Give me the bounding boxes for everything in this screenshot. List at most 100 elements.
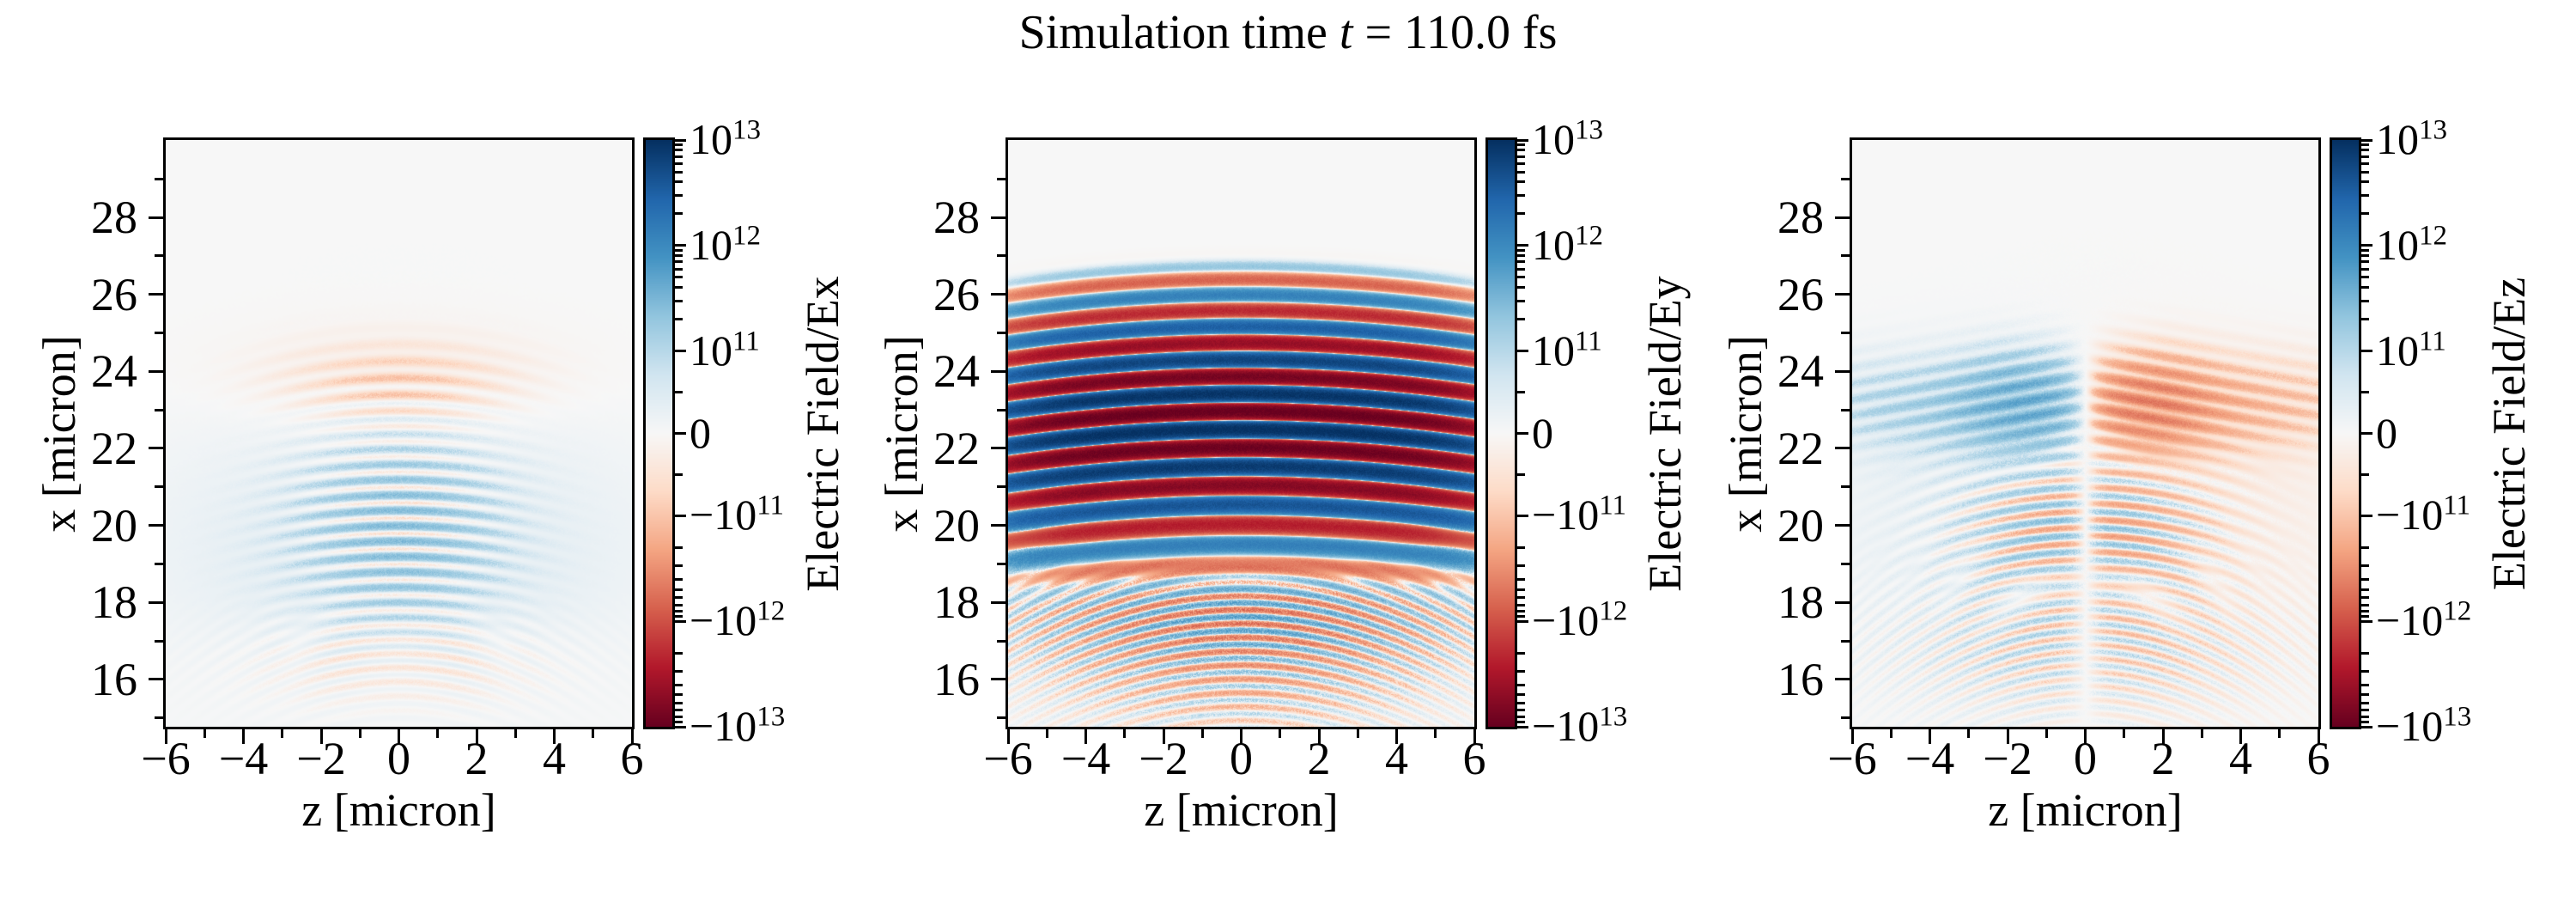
colorbar-label-ey: Electric Field/Ey: [1639, 275, 1691, 592]
x-minor-tick: [513, 729, 517, 738]
colorbar-major-tick: [1517, 619, 1528, 623]
y-minor-tick: [155, 254, 163, 258]
y-minor-tick: [1841, 716, 1850, 720]
y-major-tick: [149, 524, 163, 527]
x-tick-label: 2: [2151, 733, 2175, 784]
colorbar-minor-tick: [675, 180, 683, 184]
x-tick-label: 0: [387, 733, 410, 784]
x-axis-label-ex: z [micron]: [301, 784, 496, 836]
colorbar-minor-tick: [2361, 715, 2369, 718]
colorbar-tick-label: −1013: [1532, 701, 1628, 750]
colorbar-minor-tick: [675, 651, 683, 655]
colorbar-minor-tick: [1517, 614, 1525, 618]
y-major-tick: [991, 293, 1005, 296]
x-tick-label: 4: [1385, 733, 1408, 784]
colorbar-major-tick: [675, 432, 686, 435]
y-tick-label: 18: [933, 576, 980, 629]
colorbar-tick-label: 1011: [690, 326, 760, 375]
y-major-tick: [991, 524, 1005, 527]
colorbar-minor-tick: [675, 267, 683, 271]
colorbar-major-tick: [2361, 350, 2372, 353]
colorbar-minor-tick: [2361, 391, 2369, 394]
colorbar-minor-tick: [675, 670, 683, 673]
colorbar-minor-tick: [675, 693, 683, 697]
colorbar-minor-tick: [2361, 193, 2369, 197]
colorbar-tick-label: 0: [2376, 408, 2397, 457]
colorbar-minor-tick: [1517, 670, 1525, 673]
colorbar-major-tick: [2361, 244, 2372, 247]
x-major-tick: [2006, 729, 2009, 744]
heatmap-ez-frame: [1850, 137, 2321, 729]
y-minor-tick: [155, 562, 163, 565]
colorbar-minor-tick: [2361, 318, 2369, 321]
x-major-tick: [242, 729, 245, 744]
x-tick-label: 6: [620, 733, 644, 784]
y-minor-tick: [1841, 639, 1850, 643]
colorbar-major-tick: [2361, 725, 2372, 728]
colorbar-major-tick: [2361, 432, 2372, 435]
page-title: Simulation time t = 110.0 fs: [0, 7, 2576, 58]
colorbar-minor-tick: [1517, 715, 1525, 718]
y-major-tick: [1835, 293, 1850, 296]
x-minor-tick: [358, 729, 361, 738]
colorbar-ey-gradient: [1488, 140, 1515, 727]
colorbar-minor-tick: [1517, 254, 1525, 258]
colorbar-major-tick: [675, 619, 686, 623]
colorbar-tick-label: 1013: [1532, 114, 1603, 163]
y-minor-tick: [997, 716, 1005, 720]
colorbar-tick-label: 1012: [690, 220, 761, 269]
heatmap-ey: [1008, 140, 1474, 727]
x-major-tick: [630, 729, 634, 744]
colorbar-minor-tick: [675, 609, 683, 613]
colorbar-minor-tick: [2361, 709, 2369, 712]
colorbar-minor-tick: [1517, 155, 1525, 158]
colorbar-tick-label: 1013: [690, 114, 761, 163]
colorbar-minor-tick: [675, 260, 683, 264]
colorbar-minor-tick: [2361, 545, 2369, 549]
y-tick-label: 20: [91, 499, 137, 552]
y-tick-label: 22: [933, 422, 980, 474]
colorbar-minor-tick: [1517, 193, 1525, 197]
y-tick-label: 18: [1777, 576, 1824, 629]
colorbar-minor-tick: [2361, 299, 2369, 302]
colorbar-minor-tick: [675, 472, 683, 476]
x-major-tick: [1006, 729, 1010, 744]
colorbar-tick-label: 1013: [2376, 114, 2447, 163]
y-minor-tick: [1841, 254, 1850, 258]
y-minor-tick: [997, 639, 1005, 643]
colorbar-ex: [643, 137, 675, 729]
x-tick-label: −2: [296, 733, 346, 784]
y-tick-label: 16: [1777, 653, 1824, 705]
colorbar-minor-tick: [2361, 702, 2369, 705]
y-major-tick: [991, 369, 1005, 373]
y-tick-label: 28: [1777, 192, 1824, 244]
colorbar-major-tick: [675, 725, 686, 728]
x-major-tick: [1084, 729, 1087, 744]
colorbar-minor-tick: [675, 720, 683, 723]
y-major-tick: [1835, 524, 1850, 527]
y-minor-tick: [997, 254, 1005, 258]
x-minor-tick: [436, 729, 440, 738]
colorbar-minor-tick: [2361, 596, 2369, 600]
y-minor-tick: [997, 562, 1005, 565]
x-tick-label: 0: [2074, 733, 2097, 784]
colorbar-minor-tick: [675, 254, 683, 258]
x-tick-label: 2: [465, 733, 489, 784]
colorbar-minor-tick: [2361, 149, 2369, 152]
colorbar-major-tick: [1517, 244, 1528, 247]
y-minor-tick: [997, 332, 1005, 335]
colorbar-minor-tick: [1517, 276, 1525, 279]
colorbar-minor-tick: [2361, 693, 2369, 697]
x-major-tick: [475, 729, 478, 744]
colorbar-major-tick: [675, 514, 686, 517]
colorbar-major-tick: [675, 244, 686, 247]
colorbar-minor-tick: [1517, 651, 1525, 655]
y-major-tick: [149, 293, 163, 296]
colorbar-minor-tick: [1517, 609, 1525, 613]
x-tick-label: 6: [1462, 733, 1486, 784]
y-tick-label: 24: [933, 345, 980, 398]
x-major-tick: [398, 729, 400, 744]
y-tick-label: 26: [91, 268, 137, 320]
colorbar-minor-tick: [675, 545, 683, 549]
y-tick-label: 16: [91, 653, 137, 705]
